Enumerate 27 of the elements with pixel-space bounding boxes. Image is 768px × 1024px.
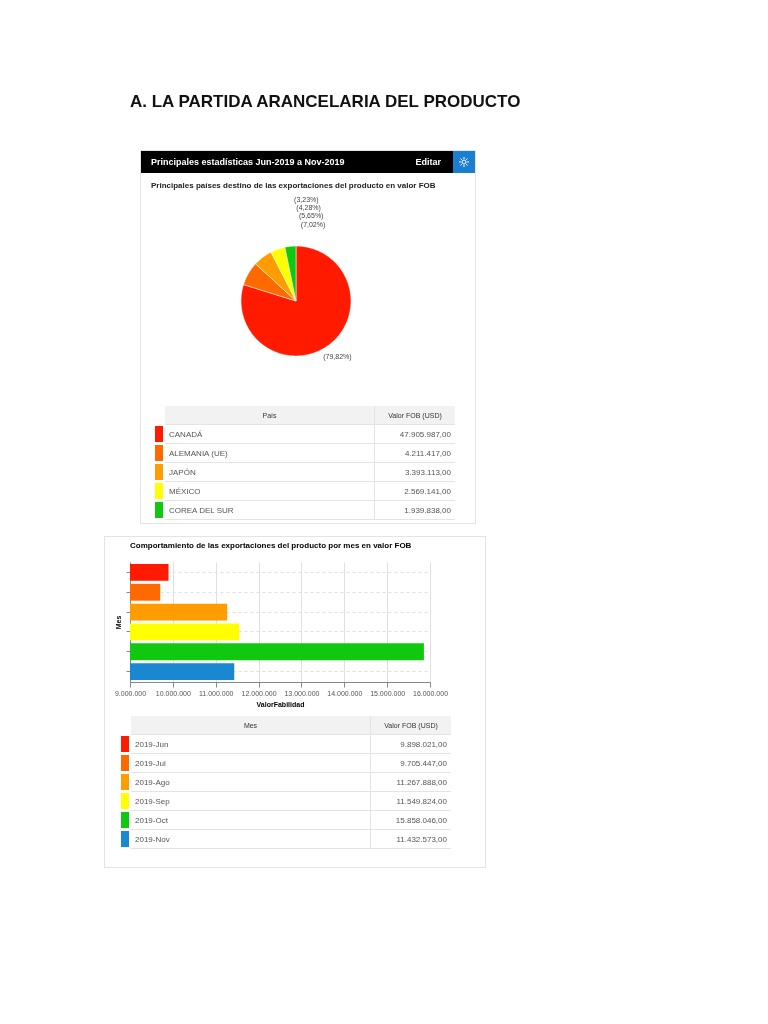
text: 11.432.573,00 xyxy=(370,829,451,849)
text: 2019-Ago xyxy=(131,772,371,792)
data-label: 47.905.987,00 xyxy=(374,424,455,444)
legend-label: CANADÁ xyxy=(165,424,375,444)
text: 2019-Nov xyxy=(131,829,371,849)
data-label: 3.393.113,00 xyxy=(374,462,455,482)
text: 11.267.888,00 xyxy=(370,772,451,792)
text: 9.705.447,00 xyxy=(370,753,451,773)
legend-label: ALEMANIA (UE) xyxy=(165,443,375,463)
text: 2019-Jul xyxy=(131,753,371,773)
data-label: 1.939.838,00 xyxy=(374,500,455,520)
chart-title: Comportamiento de las exportaciones del producto por mes en valor FOB xyxy=(130,541,412,550)
legend-label: JAPÓN xyxy=(165,462,375,482)
data-label: 2.569.141,00 xyxy=(374,481,455,501)
text: 15.858.046,00 xyxy=(370,810,451,830)
text: Editar xyxy=(415,157,441,167)
text: 11.549.824,00 xyxy=(370,791,451,811)
chart-subtitle: Principales países destino de las exportaciones del producto en valor FOB xyxy=(151,181,437,190)
text: 2019-Sep xyxy=(131,791,371,811)
text: 9.898.021,00 xyxy=(370,734,451,754)
text: 2019-Oct xyxy=(131,810,371,830)
text: A. LA PARTIDA ARANCELARIA DEL PRODUCTO xyxy=(130,92,521,112)
chart-title: Principales estadísticas Jun-2019 a Nov-2019 xyxy=(151,157,346,167)
text: 2019-Jun xyxy=(131,734,371,754)
data-label: 4.211.417,00 xyxy=(374,443,455,463)
legend-label: COREA DEL SUR xyxy=(165,500,375,520)
legend-label: MÉXICO xyxy=(165,481,375,501)
